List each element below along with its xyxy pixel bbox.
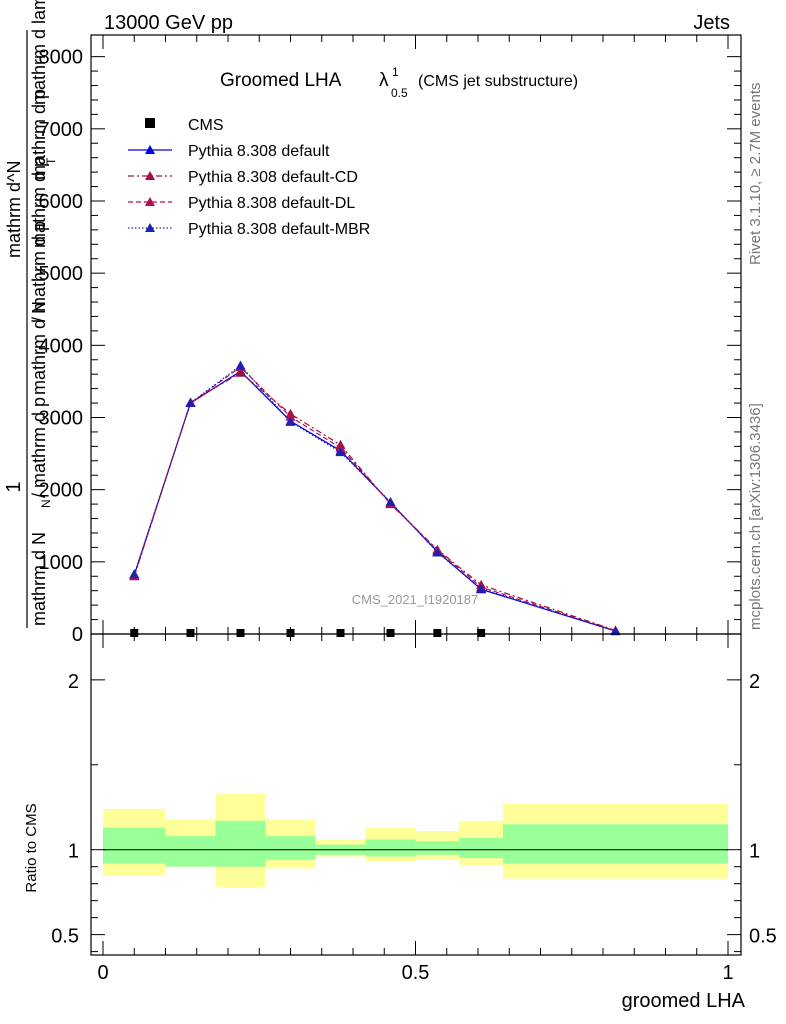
cms-data-point [336,629,345,637]
series-marker [235,367,246,377]
mcplots-label: mcplots.cern.ch [arXiv:1306.3436] [747,403,764,630]
series-marker [610,626,621,636]
main-y-tick-label: 7000 [39,119,84,141]
title-lambda: λ [379,70,389,91]
ratio-y-tick-label-right: 1 [749,841,760,863]
legend: CMS Pythia 8.308 default Pythia 8.308 defa… [128,117,370,238]
ratio-frame [90,633,742,956]
legend-label: Pythia 8.308 default-CD [188,169,358,186]
legend-marker-square [145,118,155,128]
legend-marker-triangle [145,145,155,154]
ratio-plot: 0.5 0.5 1 1 2 2 0 0.5 1 [51,633,777,984]
ratio-y-tick-label-right: 2 [749,671,760,693]
main-y-tick-label: 5000 [39,263,84,285]
cms-data-point [186,629,195,637]
x-tick-label: 0 [97,962,108,984]
main-y-tick-label: 4000 [39,335,84,357]
ratio-y-tick-label: 2 [68,671,79,693]
ratio-band-inner [365,839,416,857]
title-subscript: 0.5 [391,86,408,100]
header-right: Jets [693,12,730,34]
ylabel-denominator-1: mathrm d N [29,532,49,626]
cms-data-point [477,629,486,637]
rivet-label: Rivet 3.1.10, ≥ 2.7M events [747,83,764,266]
ratio-band-inner [503,824,728,864]
main-y-tick-label: 3000 [39,407,84,429]
x-axis-label: groomed LHA [622,990,746,1012]
series-marker [285,411,296,421]
ratio-band-inner [103,827,166,864]
main-plot: 0 1000 2000 3000 4000 5000 6000 7000 8000 [39,34,742,646]
cms-data-point [433,629,442,637]
main-y-tick-label: 2000 [39,480,84,502]
ylabel-sub-t: T [44,157,58,165]
main-y-axis-label: 1 mathrm d N N / mathrm d p mathrm d N /… [3,0,58,628]
ylabel-numerator-4: mathrm d lambda [29,0,49,105]
series-marker [476,583,487,593]
ylabel-numerator-1: 1 [3,481,25,492]
cms-data-point [286,629,295,637]
legend-label: Pythia 8.308 default [188,143,330,160]
ylabel-denominator-2: / mathrm d p [29,397,49,498]
legend-label: CMS [188,117,224,134]
legend-label: Pythia 8.308 default-MBR [188,221,370,238]
series-marker [235,360,246,370]
ylabel-denominator-5: mathrm d p [29,157,49,248]
ratio-band-inner [415,841,460,855]
series-line [133,364,616,632]
header-left: 13000 GeV pp [104,12,233,34]
series-marker [185,398,196,408]
ratio-y-tick-label: 0.5 [51,926,79,948]
ratio-band-inner [459,837,503,859]
legend-marker-triangle [145,197,155,206]
main-y-tick-label: 0 [72,624,83,646]
main-y-tick-label: 1000 [39,552,84,574]
cms-data-point [130,629,139,637]
series-marker [285,416,296,426]
ylabel-numerator-3: mathrm d p [29,89,49,180]
series-marker [432,547,443,557]
cms-data-point [386,629,395,637]
ratio-band-inner [165,836,216,867]
legend-marker-triangle [145,223,155,232]
ylabel-denominator-3: mathrm d N [29,301,49,395]
main-y-tick-label: 8000 [39,47,84,69]
series-marker [385,496,396,506]
chart-title: Groomed LHA λ 1 0.5 (CMS jet substructur… [220,65,578,100]
ratio-y-tick-label: 1 [68,841,79,863]
ylabel-sub-n: N [39,499,53,508]
title-suffix: (CMS jet substructure) [418,73,578,90]
series-marker [129,569,140,579]
legend-label: Pythia 8.308 default-DL [188,195,355,212]
ratio-y-axis-label: Ratio to CMS [23,803,40,892]
x-tick-label: 1 [722,962,733,984]
series-marker [335,447,346,457]
x-tick-label: 0.5 [402,962,430,984]
ratio-band-inner [215,820,266,867]
ratio-y-tick-label-right: 0.5 [749,926,777,948]
ylabel-numerator-2: mathrm d^N [4,161,24,258]
watermark: CMS_2021_I1920187 [352,592,479,607]
main-y-tick-label: 6000 [39,191,84,213]
title-main: Groomed LHA [220,70,342,91]
ratio-band-inner [265,836,316,860]
title-superscript: 1 [392,65,399,79]
cms-data-point [236,629,245,637]
legend-marker-triangle [145,171,155,180]
ylabel-denominator-4: / mathrm d p [29,221,49,322]
